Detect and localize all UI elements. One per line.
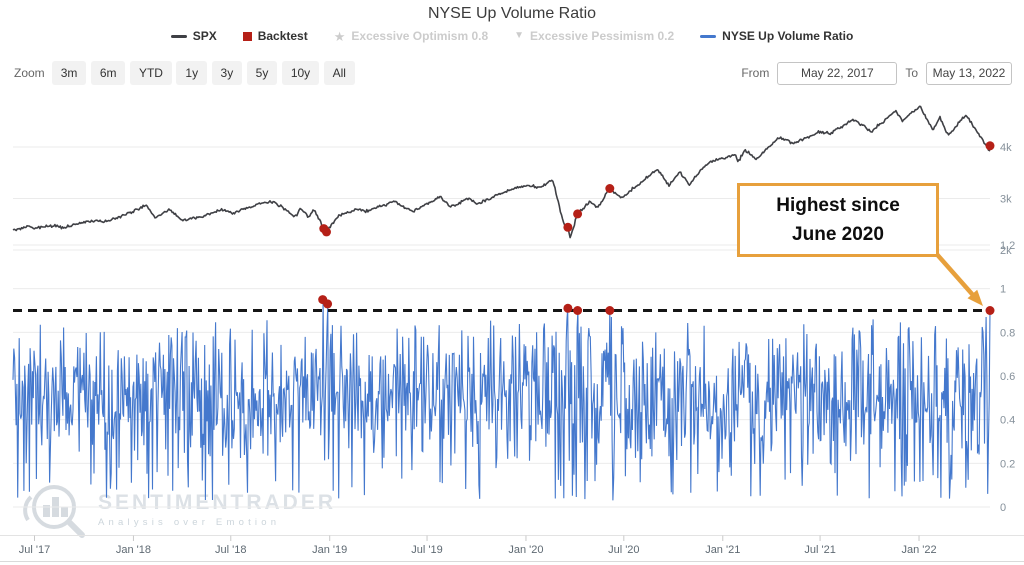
ratio-axis-tick-label: 0.2 (1000, 458, 1015, 470)
range-button-10y[interactable]: 10y (281, 61, 320, 85)
range-button-5y[interactable]: 5y (246, 61, 278, 85)
watermark-tagline: Analysis over Emotion (98, 516, 281, 528)
ratio-axis-tick-label: 1.2 (1000, 240, 1015, 252)
legend-item-spx[interactable]: SPX (170, 29, 217, 43)
ratio-axis-tick-label: 0.8 (1000, 327, 1015, 339)
x-axis-label: Jul '21 (804, 544, 835, 556)
backtest-dot-ratio (563, 303, 573, 313)
legend-item-excessive-optimism-0-8[interactable]: ★ Excessive Optimism 0.8 (334, 29, 488, 43)
range-button-6m[interactable]: 6m (90, 61, 126, 85)
annotation-line-1: Highest since (776, 194, 900, 216)
line-sample-icon (170, 34, 187, 38)
chart-title: NYSE Up Volume Ratio (427, 5, 597, 22)
legend: SPX Backtest ★ Excessive Optimism 0.8 ▼ Exces… (0, 29, 1024, 43)
watermark: SENTIMENTRADER Analysis over Emotion (16, 480, 336, 538)
range-button-all[interactable]: All (323, 61, 355, 85)
x-axis-label: Jul '17 (19, 544, 50, 556)
x-axis-label: Jul '20 (608, 544, 639, 556)
sentimentrader-logo-icon (23, 485, 85, 538)
x-axis-label: Jan '19 (312, 544, 347, 556)
square-icon (242, 31, 252, 41)
backtest-dot-ratio (985, 306, 995, 315)
legend-label: NYSE Up Volume Ratio (722, 29, 854, 43)
backtest-dot-ratio (323, 299, 333, 309)
backtest-dot-spx (322, 227, 331, 237)
legend-item-excessive-pessimism-0-2[interactable]: ▼ Excessive Pessimism 0.2 (514, 29, 674, 43)
legend-label: Backtest (257, 29, 308, 43)
x-axis-label: Jul '18 (215, 544, 246, 556)
legend-item-nyse-up-volume-ratio[interactable]: NYSE Up Volume Ratio (700, 29, 853, 43)
x-axis-label: Jan '21 (705, 544, 740, 556)
zoom-label: Zoom (14, 66, 45, 80)
legend-item-backtest[interactable]: Backtest (242, 29, 308, 43)
backtest-dot-spx (985, 141, 995, 151)
annotation-callout: Highest since June 2020 (737, 183, 939, 257)
range-selector: Zoom 3m 6m YTD 1y 3y 5y 10y All (14, 61, 355, 85)
star-icon: ★ (333, 28, 346, 44)
x-axis-label: Jul '19 (411, 544, 442, 556)
range-button-3y[interactable]: 3y (211, 61, 243, 85)
to-label: To (905, 66, 918, 80)
backtest-dot-spx (319, 224, 329, 234)
toolbar: Zoom 3m 6m YTD 1y 3y 5y 10y All From To (0, 61, 1024, 85)
annotation-line-2: June 2020 (792, 224, 884, 245)
spx-axis-tick-label: 4k (1000, 142, 1012, 154)
watermark-text: SENTIMENTRADER Analysis over Emotion (98, 491, 336, 528)
backtest-dot-ratio (605, 306, 615, 315)
ratio-axis-tick-label: 0 (1000, 502, 1006, 514)
range-button-1y[interactable]: 1y (176, 61, 208, 85)
pin-down-icon: ▼ (514, 30, 525, 41)
legend-label: SPX (192, 29, 217, 43)
spx-axis-tick-label: 3k (1000, 194, 1012, 206)
spx-axis-tick-label: 2k (1000, 245, 1012, 257)
annotation-arrowhead (967, 289, 983, 306)
backtest-dot-spx (605, 184, 615, 193)
watermark-brand: SENTIMENTRADER (98, 490, 337, 514)
nyse-up-volume-ratio-line (12, 299, 991, 501)
x-axis-label: Jan '20 (508, 544, 543, 556)
legend-label: Excessive Pessimism 0.2 (530, 29, 675, 43)
ratio-axis-tick-label: 0.6 (1000, 371, 1015, 383)
backtest-dot-ratio (573, 306, 583, 315)
line-sample-icon (700, 34, 717, 38)
from-label: From (741, 66, 770, 80)
x-axis-label: Jan '18 (116, 544, 151, 556)
from-date-input[interactable] (777, 61, 898, 85)
backtest-dot-ratio (318, 295, 328, 305)
backtest-dot-spx (563, 222, 573, 232)
to-date-input[interactable] (926, 61, 1012, 85)
annotation-arrow (931, 248, 975, 297)
x-axis-label: Jan '22 (901, 544, 936, 556)
range-button-3m[interactable]: 3m (51, 61, 87, 85)
date-range: From To (741, 61, 1012, 85)
legend-label: Excessive Optimism 0.8 (351, 29, 489, 43)
ratio-axis-tick-label: 1 (1000, 284, 1006, 296)
range-button-ytd[interactable]: YTD (129, 61, 172, 85)
ratio-axis-tick-label: 0.4 (1000, 415, 1015, 427)
range-buttons: 3m 6m YTD 1y 3y 5y 10y All (51, 61, 355, 85)
backtest-dot-spx (573, 209, 583, 219)
